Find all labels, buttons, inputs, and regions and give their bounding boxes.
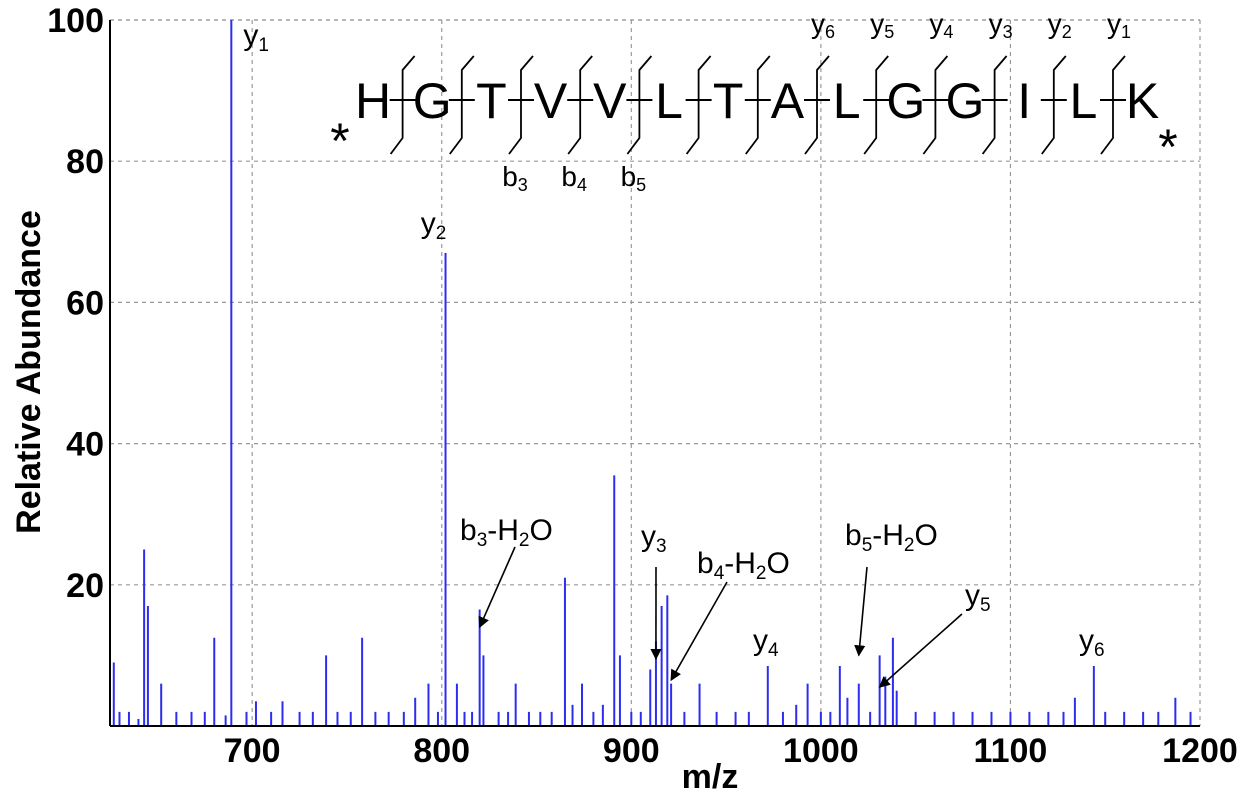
sequence-residue: H — [355, 73, 391, 129]
arrow-label: b5-H2O — [845, 519, 938, 556]
peak-label: y6 — [1079, 624, 1105, 661]
arrow-label: y5 — [965, 579, 991, 616]
arrow-label: y3 — [641, 520, 667, 557]
grid-lines — [110, 19, 1201, 726]
annotation-arrow — [670, 581, 728, 682]
x-tick-label: 1200 — [1162, 732, 1238, 770]
peak-label: y2 — [421, 207, 447, 244]
y-ion-label: y1 — [1107, 8, 1131, 42]
peak-label: y1 — [243, 19, 269, 56]
x-tick-label: 800 — [413, 732, 470, 770]
sequence-residue: L — [655, 73, 683, 129]
sequence-residue: G — [886, 73, 925, 129]
peak-label: y4 — [753, 624, 779, 661]
cleavage-mark — [922, 55, 949, 155]
annotation-arrow — [478, 546, 516, 629]
x-tick-label: 700 — [224, 732, 281, 770]
b-ion-label: b3 — [502, 161, 528, 195]
sequence-residue: T — [476, 73, 507, 129]
x-axis-title: m/z — [682, 758, 739, 793]
cleavage-mark — [1041, 55, 1067, 155]
sequence-residue: A — [771, 73, 805, 129]
sequence-residue: T — [713, 73, 744, 129]
tick-labels: 700 800 900 1000 1100 1200 20 40 60 80 100 — [47, 2, 1238, 770]
cleavage-mark — [745, 55, 771, 155]
spectrum-peaks — [112, 20, 1192, 726]
sequence-residue: I — [1017, 73, 1031, 129]
cleavage-mark — [626, 55, 653, 155]
cleavage-mark — [389, 55, 416, 155]
n-terminal-mark: * — [330, 113, 349, 169]
b-ion-label: b4 — [561, 161, 587, 195]
sequence-residue: L — [833, 73, 861, 129]
cleavage-mark — [449, 55, 475, 155]
y-tick-label: 40 — [66, 426, 104, 464]
arrow-label: b3-H2O — [460, 514, 553, 551]
peak-labels: y1 y2 y4 y6 — [243, 19, 1104, 661]
y-ion-label: y6 — [811, 8, 835, 42]
arrow-label: b4-H2O — [697, 547, 790, 584]
c-terminal-mark: * — [1158, 119, 1177, 175]
sequence-residue: L — [1069, 73, 1097, 129]
y-tick-label: 20 — [66, 567, 104, 605]
cleavage-mark — [508, 55, 534, 155]
sequence-residue: G — [413, 73, 452, 129]
x-tick-label: 1100 — [974, 732, 1048, 770]
sequence-residue: V — [593, 73, 627, 129]
cleavage-mark — [1100, 55, 1126, 155]
y-ion-label: y3 — [989, 8, 1013, 42]
x-tick-label: 1000 — [783, 732, 859, 770]
cleavage-mark — [567, 55, 593, 155]
axes — [109, 20, 1200, 727]
cleavage-mark — [863, 55, 889, 155]
y-tick-label: 100 — [47, 2, 104, 40]
annotation-arrow — [878, 613, 963, 688]
sequence-residue: K — [1126, 73, 1159, 129]
y-axis-title: Relative Abundance — [10, 210, 48, 534]
y-ion-label: y5 — [870, 8, 894, 42]
arrow-annotations: b3-H2O y3 b4-H2O b5-H2O y5 — [460, 514, 991, 688]
cleavage-mark — [685, 55, 712, 155]
cleavage-mark — [804, 55, 830, 155]
annotation-arrow — [854, 566, 868, 657]
x-tick-label: 900 — [603, 732, 660, 770]
y-ion-label: y4 — [929, 8, 953, 42]
b-ion-label: b5 — [621, 161, 647, 195]
y-tick-label: 80 — [66, 143, 104, 181]
sequence-residue: G — [946, 73, 985, 129]
y-tick-label: 60 — [66, 284, 104, 322]
cleavage-mark — [981, 55, 1008, 155]
y-ion-label: y2 — [1048, 8, 1072, 42]
sequence-residue: V — [534, 73, 568, 129]
